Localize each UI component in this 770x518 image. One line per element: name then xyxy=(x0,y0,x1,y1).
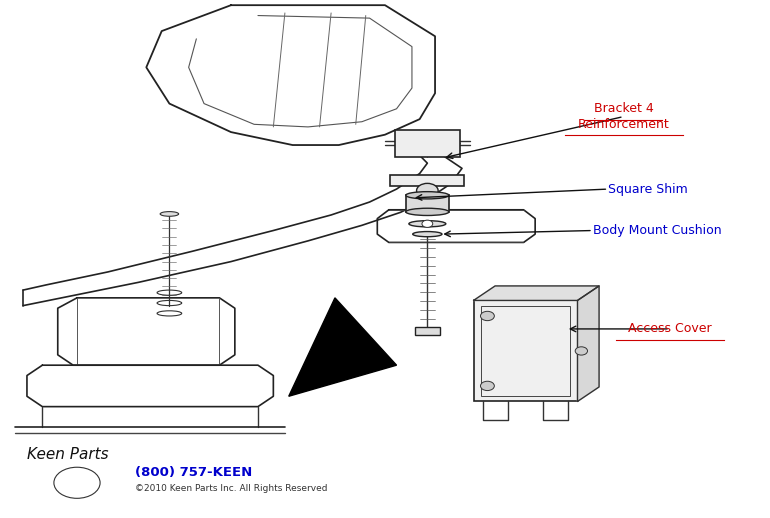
Ellipse shape xyxy=(406,208,449,215)
Text: Access Cover: Access Cover xyxy=(628,322,711,336)
Text: (800) 757-KEEN: (800) 757-KEEN xyxy=(135,466,252,479)
Bar xyxy=(481,306,570,396)
Circle shape xyxy=(480,381,494,391)
Bar xyxy=(474,300,578,401)
Ellipse shape xyxy=(160,212,179,217)
Circle shape xyxy=(417,183,438,198)
Ellipse shape xyxy=(413,232,442,237)
Circle shape xyxy=(575,347,588,355)
Text: Bracket 4: Bracket 4 xyxy=(594,102,654,116)
Bar xyxy=(395,130,460,157)
Text: Keen Parts: Keen Parts xyxy=(27,447,109,462)
Bar xyxy=(415,327,440,335)
Bar xyxy=(406,195,449,212)
Text: Body Mount Cushion: Body Mount Cushion xyxy=(593,224,721,237)
Text: Reinforcement: Reinforcement xyxy=(578,118,670,131)
Bar xyxy=(390,175,464,186)
Ellipse shape xyxy=(409,221,446,227)
Text: ©2010 Keen Parts Inc. All Rights Reserved: ©2010 Keen Parts Inc. All Rights Reserve… xyxy=(135,484,327,493)
Text: Square Shim: Square Shim xyxy=(608,182,688,196)
Ellipse shape xyxy=(406,192,449,199)
Circle shape xyxy=(422,220,433,227)
Polygon shape xyxy=(474,286,599,300)
Polygon shape xyxy=(578,286,599,401)
Polygon shape xyxy=(289,298,397,396)
Circle shape xyxy=(480,311,494,321)
